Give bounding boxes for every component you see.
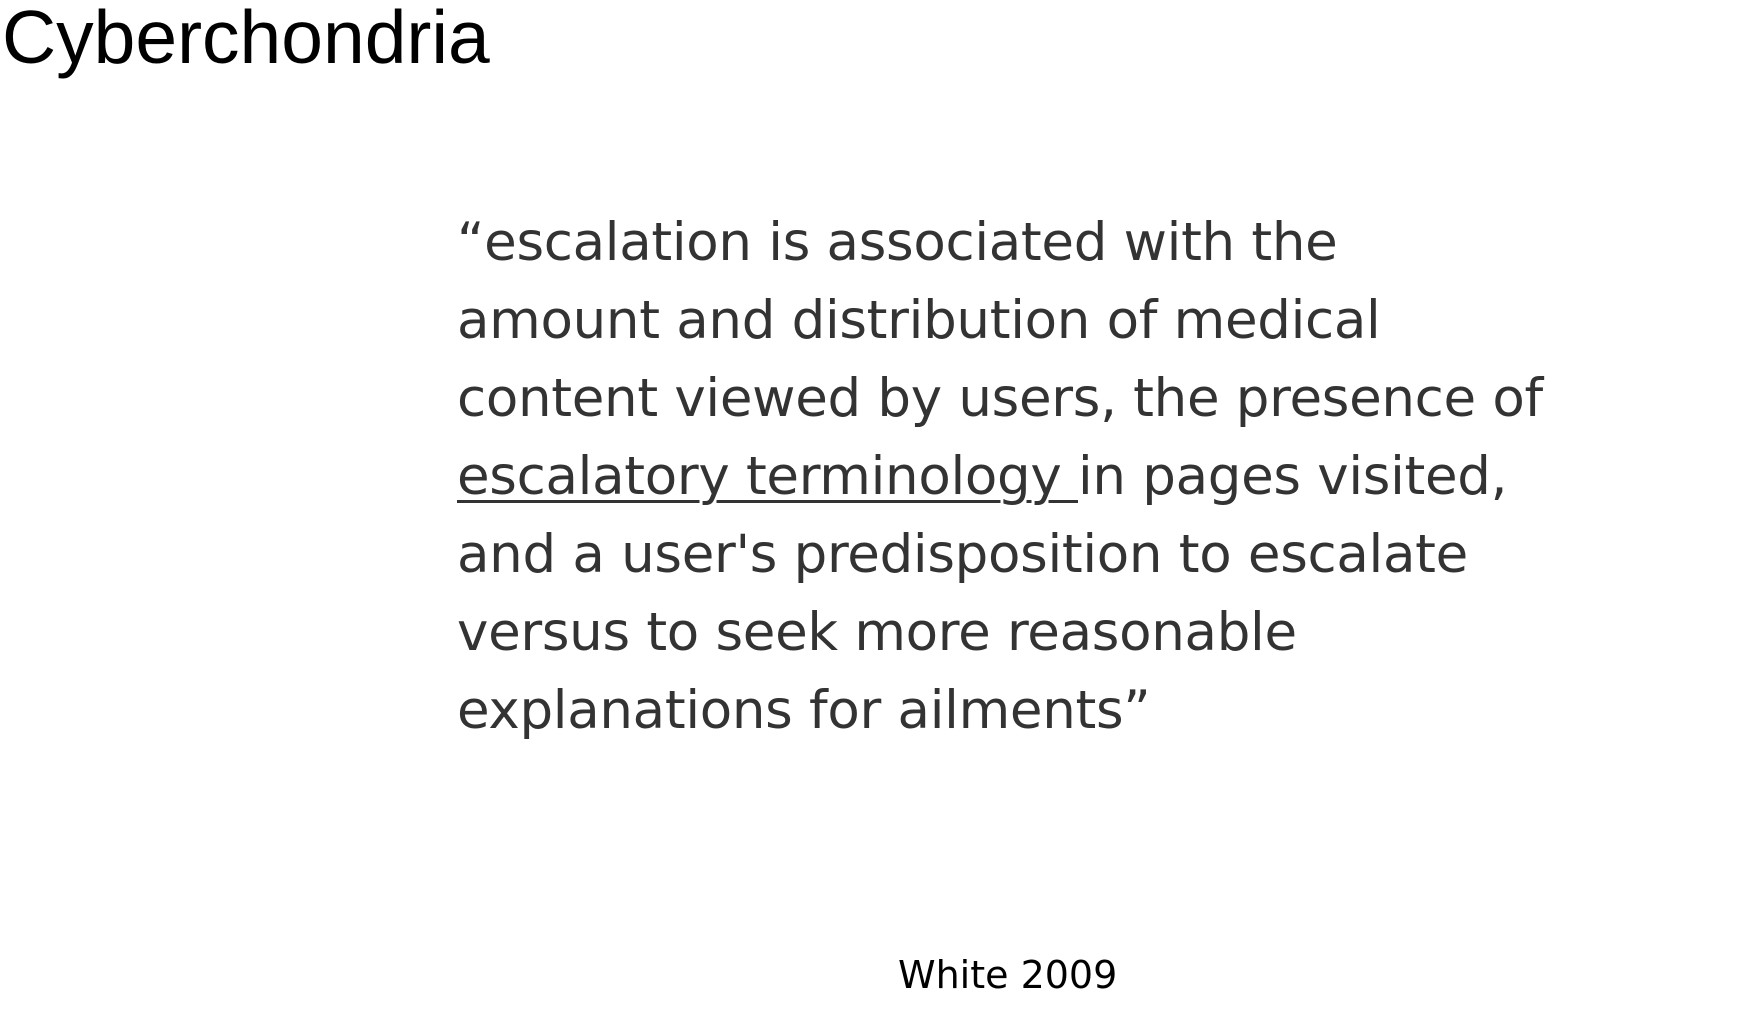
quote-line-3: content viewed by users, the presence of [457,368,1543,429]
quote-line-5: and a user's predisposition to escalate [457,524,1468,585]
quote-line-2: amount and distribution of medical [457,290,1381,351]
quote-line-6: versus to seek more reasonable [457,602,1297,663]
quote-block: “escalation is associated with the amoun… [457,204,1637,750]
slide-title: Cyberchondria [2,0,490,79]
quote-line-7: explanations for ailments” [457,680,1151,741]
underlined-term: escalatory terminology [457,446,1078,507]
quote-line-1: “escalation is associated with the [457,212,1338,273]
quote-line-4-rest: in pages visited, [1077,446,1508,507]
quote-line-4: escalatory terminology in pages visited, [457,438,1637,516]
citation: White 2009 [898,953,1118,997]
